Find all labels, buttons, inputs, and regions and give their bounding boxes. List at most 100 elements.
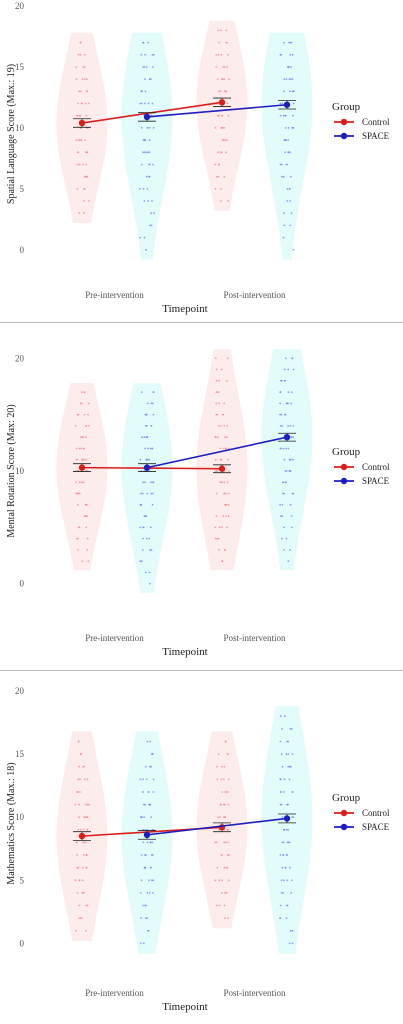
control-data-point [82,841,84,844]
space-data-point [284,151,286,154]
y-tick-label: 10 [15,466,25,476]
space-data-point [143,816,146,819]
y-tick-label: 0 [20,579,25,589]
control-data-point [227,200,230,202]
control-data-point [214,436,217,439]
control-data-point [86,816,88,819]
space-mean-point [143,831,151,839]
control-data-point [80,402,83,405]
control-data-point [218,41,221,44]
control-data-point [82,458,84,461]
control-data-point [81,892,83,894]
space-data-point [149,526,152,529]
space-data-point [282,236,285,239]
space-data-point [145,778,148,781]
control-data-point [82,163,84,166]
space-data-point [286,904,289,907]
control-data-point [78,803,80,806]
space-violin [261,32,313,260]
control-data-point [84,102,87,105]
space-data-point [148,151,151,154]
space-data-point [146,740,149,743]
control-data-point [219,29,222,32]
space-data-point [286,66,289,68]
control-data-point [77,53,80,56]
space-data-point [283,549,285,551]
space-data-point [150,224,153,227]
control-data-point [78,163,81,166]
space-data-point [285,470,288,472]
space-data-point [286,188,289,190]
control-data-point [220,803,222,806]
space-data-point [139,892,142,894]
space-data-point [279,114,282,117]
space-data-point [291,929,294,932]
space-data-point [283,139,286,142]
space-data-point [140,90,143,93]
space-data-point [288,778,291,781]
x-tick-label: Pre-intervention [85,988,144,998]
control-data-point [83,841,86,844]
space-data-point [283,828,285,831]
space-data-point [290,728,293,730]
control-data-point [226,753,229,755]
y-axis-label: Mental Rotation Score (Max: 20) [6,404,17,537]
control-data-point [225,436,228,439]
space-data-point [141,560,143,563]
y-tick-label: 0 [20,245,25,255]
space-data-point [152,163,154,166]
space-data-point [288,765,291,768]
space-data-point [288,470,291,472]
control-data-point [227,828,230,831]
space-data-point [281,503,284,506]
space-data-point [143,200,146,202]
control-data-point [223,402,226,405]
y-tick-label: 5 [20,875,25,885]
space-data-point [148,458,151,461]
space-data-point [143,66,146,68]
legend-title: Group [332,446,361,458]
space-violin [121,32,173,260]
control-data-point [79,114,82,117]
control-data-point [79,791,81,793]
space-data-point [286,402,289,405]
control-data-point [220,368,223,371]
space-data-point [287,828,290,831]
space-data-point [280,879,283,882]
control-data-point [215,904,218,907]
control-data-point [82,866,84,869]
control-mean-point [218,99,226,106]
space-data-point [290,879,293,882]
space-data-point [141,436,143,439]
y-tick-label: 15 [15,62,25,72]
space-data-point [290,402,292,405]
space-data-point [292,458,294,461]
control-data-point [83,66,86,68]
space-data-point [151,102,154,105]
space-data-point [142,778,145,781]
space-data-point [285,481,287,484]
control-data-point [81,560,84,563]
control-data-point [221,765,223,768]
control-data-point [225,492,228,495]
space-data-point [292,436,295,439]
control-mean-line [81,466,223,470]
space-data-point [148,537,151,540]
x-tick-label: Pre-intervention [85,290,144,300]
control-data-point [76,866,79,869]
space-data-point [148,892,151,894]
control-data-point [76,188,79,190]
space-data-point [281,102,284,105]
control-data-point [218,90,220,93]
space-data-point [144,78,146,80]
space-data-point [289,728,292,730]
control-data-point [80,139,83,142]
y-tick-label: 20 [15,1,25,11]
control-data-point [77,151,79,154]
control-mean-point [78,464,86,471]
control-data-point [83,78,86,80]
space-data-point [287,425,289,427]
control-data-point [218,402,220,405]
space-data-point [142,904,144,907]
space-data-point [279,102,282,105]
